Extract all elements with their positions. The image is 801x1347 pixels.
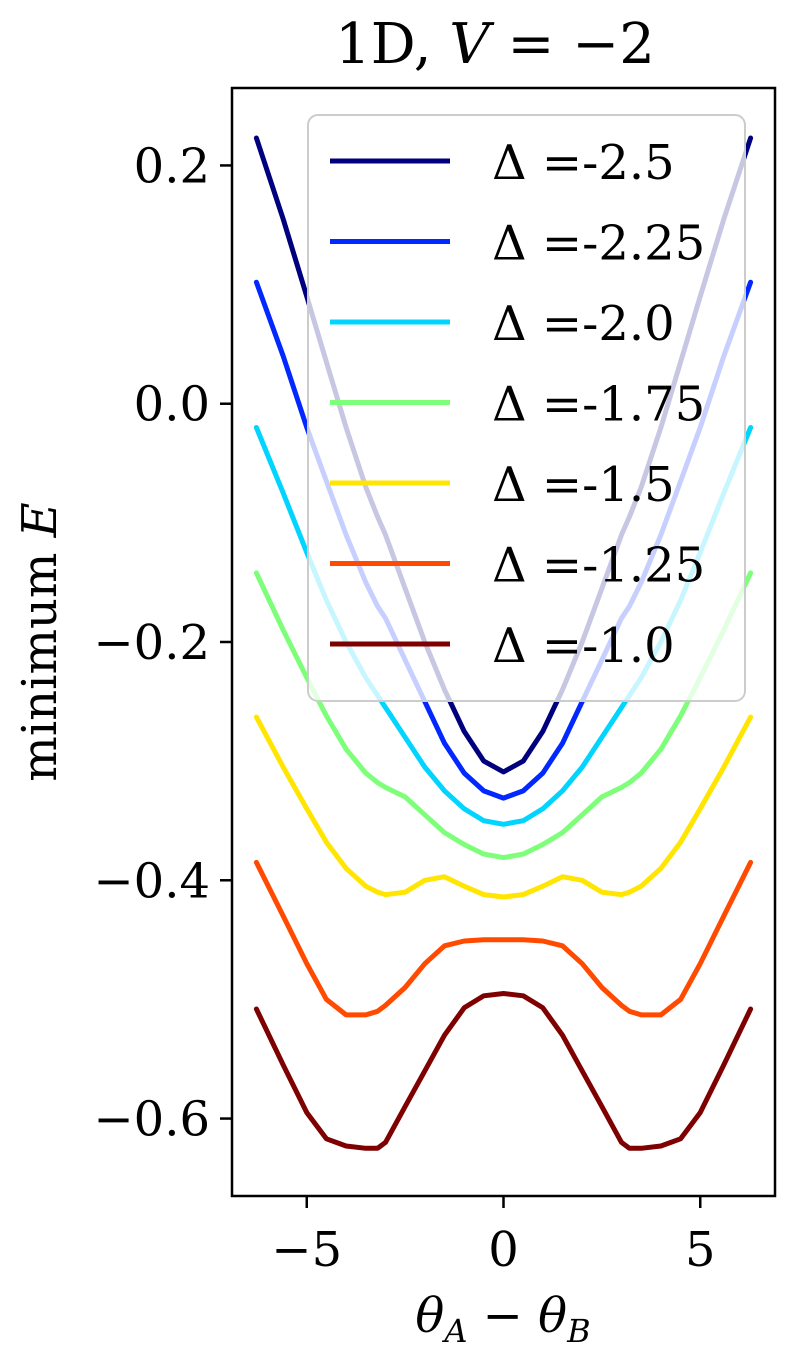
y-axis-label: minimum E bbox=[12, 502, 68, 781]
y-tick-label: −0.2 bbox=[93, 615, 210, 671]
series-line-5 bbox=[253, 714, 754, 900]
x-tick-label: −5 bbox=[271, 1222, 342, 1278]
x-tick-label: 0 bbox=[488, 1222, 519, 1278]
legend-label-3: Δ =-2.0 bbox=[492, 296, 675, 352]
series-line-4 bbox=[253, 570, 754, 861]
legend-box bbox=[307, 114, 746, 702]
y-tick-label: −0.6 bbox=[93, 1092, 210, 1148]
series-line-7 bbox=[253, 991, 754, 1151]
legend-label-6: Δ =-1.25 bbox=[492, 538, 705, 594]
chart-title: 1D, V = −2 bbox=[335, 12, 655, 77]
axis-layer: −5 0 5 0.2 0.0 −0.2 −0.4 −0.6 bbox=[93, 138, 715, 1278]
series-line-6 bbox=[253, 859, 754, 1018]
legend-label-5: Δ =-1.5 bbox=[492, 457, 675, 513]
legend: Δ =-2.5 Δ =-2.25 Δ =-2.0 Δ =-1.75 Δ =-1.5 Δ =… bbox=[307, 114, 746, 702]
legend-label-7: Δ =-1.0 bbox=[492, 618, 675, 674]
x-axis-label: θA − θB bbox=[415, 1288, 590, 1347]
y-tick-label: −0.4 bbox=[93, 853, 210, 909]
y-tick-label: 0.0 bbox=[134, 377, 210, 433]
y-tick-label: 0.2 bbox=[134, 138, 210, 194]
legend-items: Δ =-2.5 Δ =-2.25 Δ =-2.0 Δ =-1.75 Δ =-1.5 Δ =… bbox=[330, 135, 705, 674]
legend-label-1: Δ =-2.5 bbox=[492, 135, 675, 191]
legend-label-2: Δ =-2.25 bbox=[492, 216, 705, 272]
x-tick-label: 5 bbox=[685, 1222, 716, 1278]
legend-label-4: Δ =-1.75 bbox=[492, 377, 705, 433]
